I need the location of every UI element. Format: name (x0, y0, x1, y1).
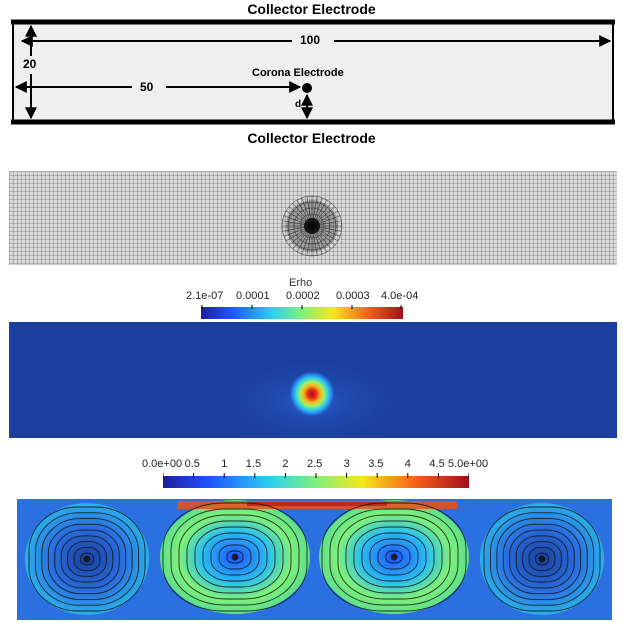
velocity-tick-label: 2 (282, 458, 289, 470)
velocity-tick-label: 0.5 (184, 458, 200, 470)
corona-electrode-label: Corona Electrode (252, 67, 344, 79)
height-dim-label: 20 (23, 57, 37, 71)
velocity-field-panel (17, 499, 612, 620)
schematic-panel: Collector Electrode 100 20 50 Corona Ele… (0, 0, 623, 150)
corona-electrode-dot (302, 83, 312, 93)
erho-tick-label: 0.0002 (286, 290, 320, 302)
erho-tick-label: 0.0001 (236, 290, 270, 302)
velocity-tick-label: 4.5 (429, 458, 445, 470)
velocity-tick-label: 1.5 (245, 458, 262, 470)
velocity-tick-label: 4 (404, 458, 411, 470)
streamlines (28, 502, 601, 612)
velocity-tick-label: 2.5 (307, 458, 323, 470)
erho-field-panel (9, 322, 617, 438)
velocity-tick-label: 0.0e+00 (142, 458, 183, 470)
velocity-tick-label: 1 (221, 458, 228, 470)
d-dim-label: d (295, 99, 302, 110)
velocity-colorbar (163, 473, 469, 488)
erho-tick-label: 4.0e-04 (381, 290, 419, 302)
erho-colorbar (201, 305, 403, 319)
charge-density-hotspot (288, 370, 336, 418)
velocity-tick-label: 3.5 (368, 458, 384, 470)
erho-tick-label: 0.0003 (336, 290, 370, 302)
half-dim-label: 50 (140, 80, 154, 94)
bottom-collector-label: Collector Electrode (247, 130, 376, 146)
erho-tick-label: 2.1e-07 (186, 290, 224, 302)
top-collector-label: Collector Electrode (247, 1, 376, 17)
channel-body (13, 20, 613, 124)
channel-schematic (11, 19, 615, 125)
mesh-panel (9, 171, 617, 265)
velocity-tick-label: 5.0e+00 (448, 458, 489, 470)
velocity-tick-label: 3 (343, 458, 350, 470)
length-dim-label: 100 (300, 33, 321, 47)
erho-title: Erho (289, 277, 313, 289)
